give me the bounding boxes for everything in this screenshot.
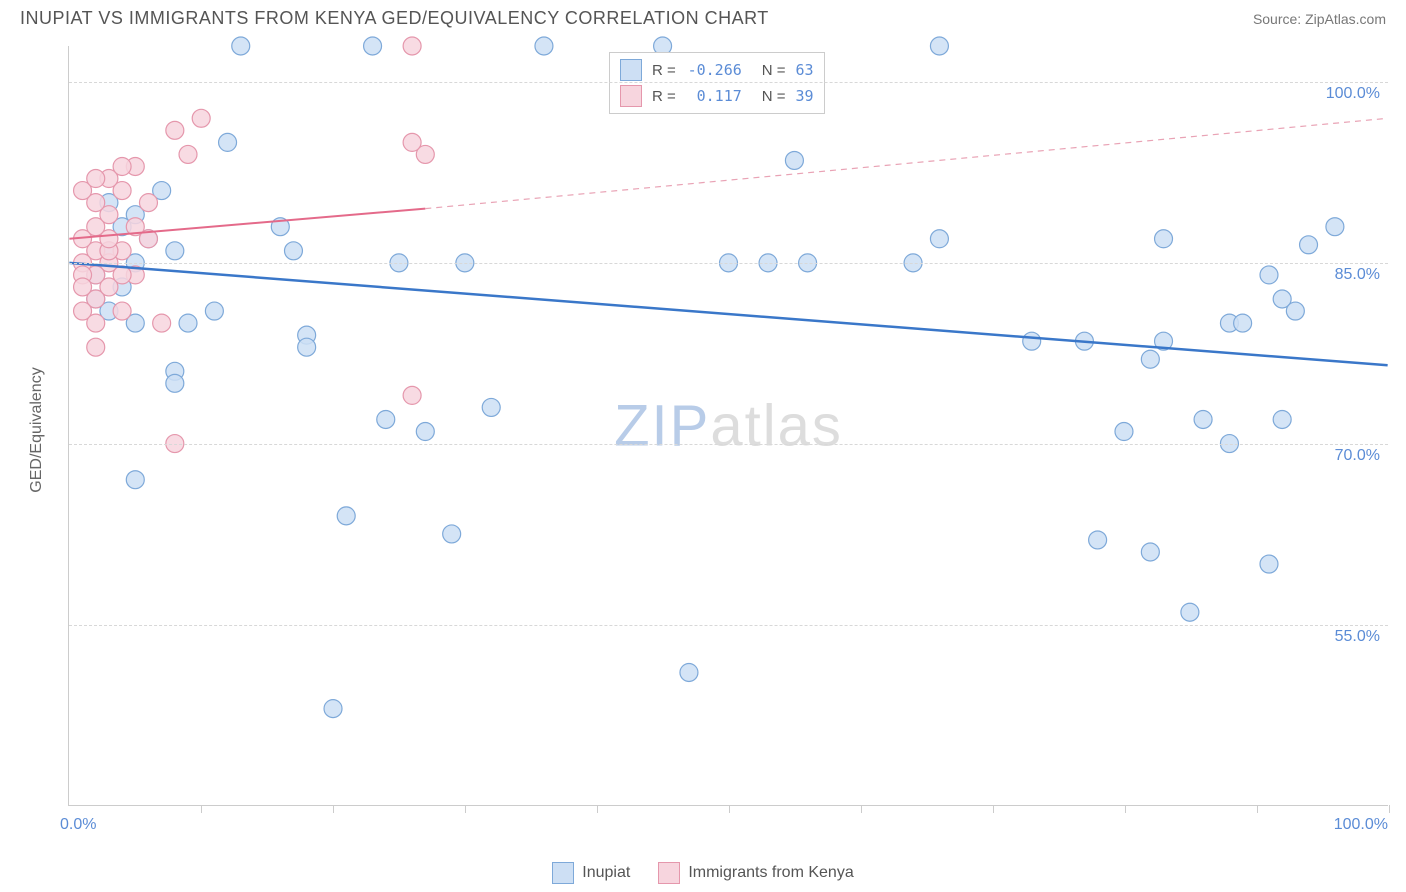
data-point: [1234, 314, 1252, 332]
series-legend-item: Inupiat: [552, 862, 630, 884]
x-tick: [465, 805, 466, 813]
x-tick: [1125, 805, 1126, 813]
x-tick: [861, 805, 862, 813]
data-point: [87, 338, 105, 356]
data-point: [1260, 266, 1278, 284]
scatter-svg: [69, 46, 1388, 805]
x-axis-min-label: 0.0%: [60, 816, 96, 834]
data-point: [1155, 230, 1173, 248]
trend-line: [69, 263, 1387, 365]
data-point: [1181, 603, 1199, 621]
legend-r-value: 0.117: [686, 87, 742, 105]
data-point: [535, 37, 553, 55]
legend-swatch: [620, 59, 642, 81]
data-point: [403, 386, 421, 404]
y-tick-label: 85.0%: [1335, 266, 1380, 284]
data-point: [324, 700, 342, 718]
data-point: [377, 410, 395, 428]
x-tick: [597, 805, 598, 813]
data-point: [1194, 410, 1212, 428]
data-point: [113, 157, 131, 175]
data-point: [87, 314, 105, 332]
legend-n-label: N =: [762, 88, 786, 105]
legend-row: R = -0.266 N = 63: [620, 57, 814, 83]
data-point: [126, 471, 144, 489]
legend-n-value: 39: [796, 87, 814, 105]
data-point: [113, 302, 131, 320]
data-point: [337, 507, 355, 525]
data-point: [443, 525, 461, 543]
x-tick: [333, 805, 334, 813]
data-point: [100, 230, 118, 248]
data-point: [166, 242, 184, 260]
series-legend: Inupiat Immigrants from Kenya: [0, 862, 1406, 884]
source-label: Source: ZipAtlas.com: [1253, 11, 1386, 27]
data-point: [179, 314, 197, 332]
legend-row: R = 0.117 N = 39: [620, 83, 814, 109]
chart-title: INUPIAT VS IMMIGRANTS FROM KENYA GED/EQU…: [20, 8, 769, 29]
y-tick-label: 55.0%: [1335, 628, 1380, 646]
gridline: [69, 444, 1388, 445]
x-tick: [1389, 805, 1390, 813]
data-point: [153, 314, 171, 332]
data-point: [192, 109, 210, 127]
data-point: [930, 230, 948, 248]
data-point: [74, 278, 92, 296]
y-tick-label: 70.0%: [1335, 447, 1380, 465]
data-point: [219, 133, 237, 151]
gridline: [69, 82, 1388, 83]
data-point: [1273, 410, 1291, 428]
data-point: [1260, 555, 1278, 573]
legend-swatch: [658, 862, 680, 884]
legend-n-value: 63: [796, 61, 814, 79]
x-tick: [1257, 805, 1258, 813]
series-legend-item: Immigrants from Kenya: [658, 862, 853, 884]
data-point: [166, 121, 184, 139]
trend-line: [425, 118, 1387, 208]
data-point: [1115, 423, 1133, 441]
legend-r-label: R =: [652, 88, 676, 105]
y-tick-label: 100.0%: [1326, 85, 1380, 103]
data-point: [1089, 531, 1107, 549]
data-point: [1141, 350, 1159, 368]
data-point: [87, 170, 105, 188]
data-point: [403, 37, 421, 55]
series-legend-label: Inupiat: [582, 864, 630, 882]
legend-r-value: -0.266: [686, 61, 742, 79]
data-point: [930, 37, 948, 55]
data-point: [416, 423, 434, 441]
data-point: [205, 302, 223, 320]
data-point: [785, 151, 803, 169]
y-axis-title: GED/Equivalency: [28, 367, 46, 492]
data-point: [232, 37, 250, 55]
data-point: [1326, 218, 1344, 236]
x-tick: [729, 805, 730, 813]
data-point: [1023, 332, 1041, 350]
data-point: [482, 398, 500, 416]
data-point: [179, 145, 197, 163]
legend-r-label: R =: [652, 62, 676, 79]
data-point: [364, 37, 382, 55]
x-tick: [201, 805, 202, 813]
data-point: [298, 338, 316, 356]
data-point: [1300, 236, 1318, 254]
data-point: [284, 242, 302, 260]
gridline: [69, 625, 1388, 626]
legend-n-label: N =: [762, 62, 786, 79]
data-point: [139, 194, 157, 212]
gridline: [69, 263, 1388, 264]
data-point: [680, 663, 698, 681]
data-point: [166, 374, 184, 392]
chart-plot-area: ZIPatlas R =-0.266N =63R =0.117N =39 55.…: [68, 46, 1388, 806]
data-point: [1286, 302, 1304, 320]
series-legend-label: Immigrants from Kenya: [688, 864, 853, 882]
legend-swatch: [620, 85, 642, 107]
legend-swatch: [552, 862, 574, 884]
data-point: [1141, 543, 1159, 561]
x-axis-max-label: 100.0%: [1334, 816, 1388, 834]
x-tick: [993, 805, 994, 813]
data-point: [403, 133, 421, 151]
